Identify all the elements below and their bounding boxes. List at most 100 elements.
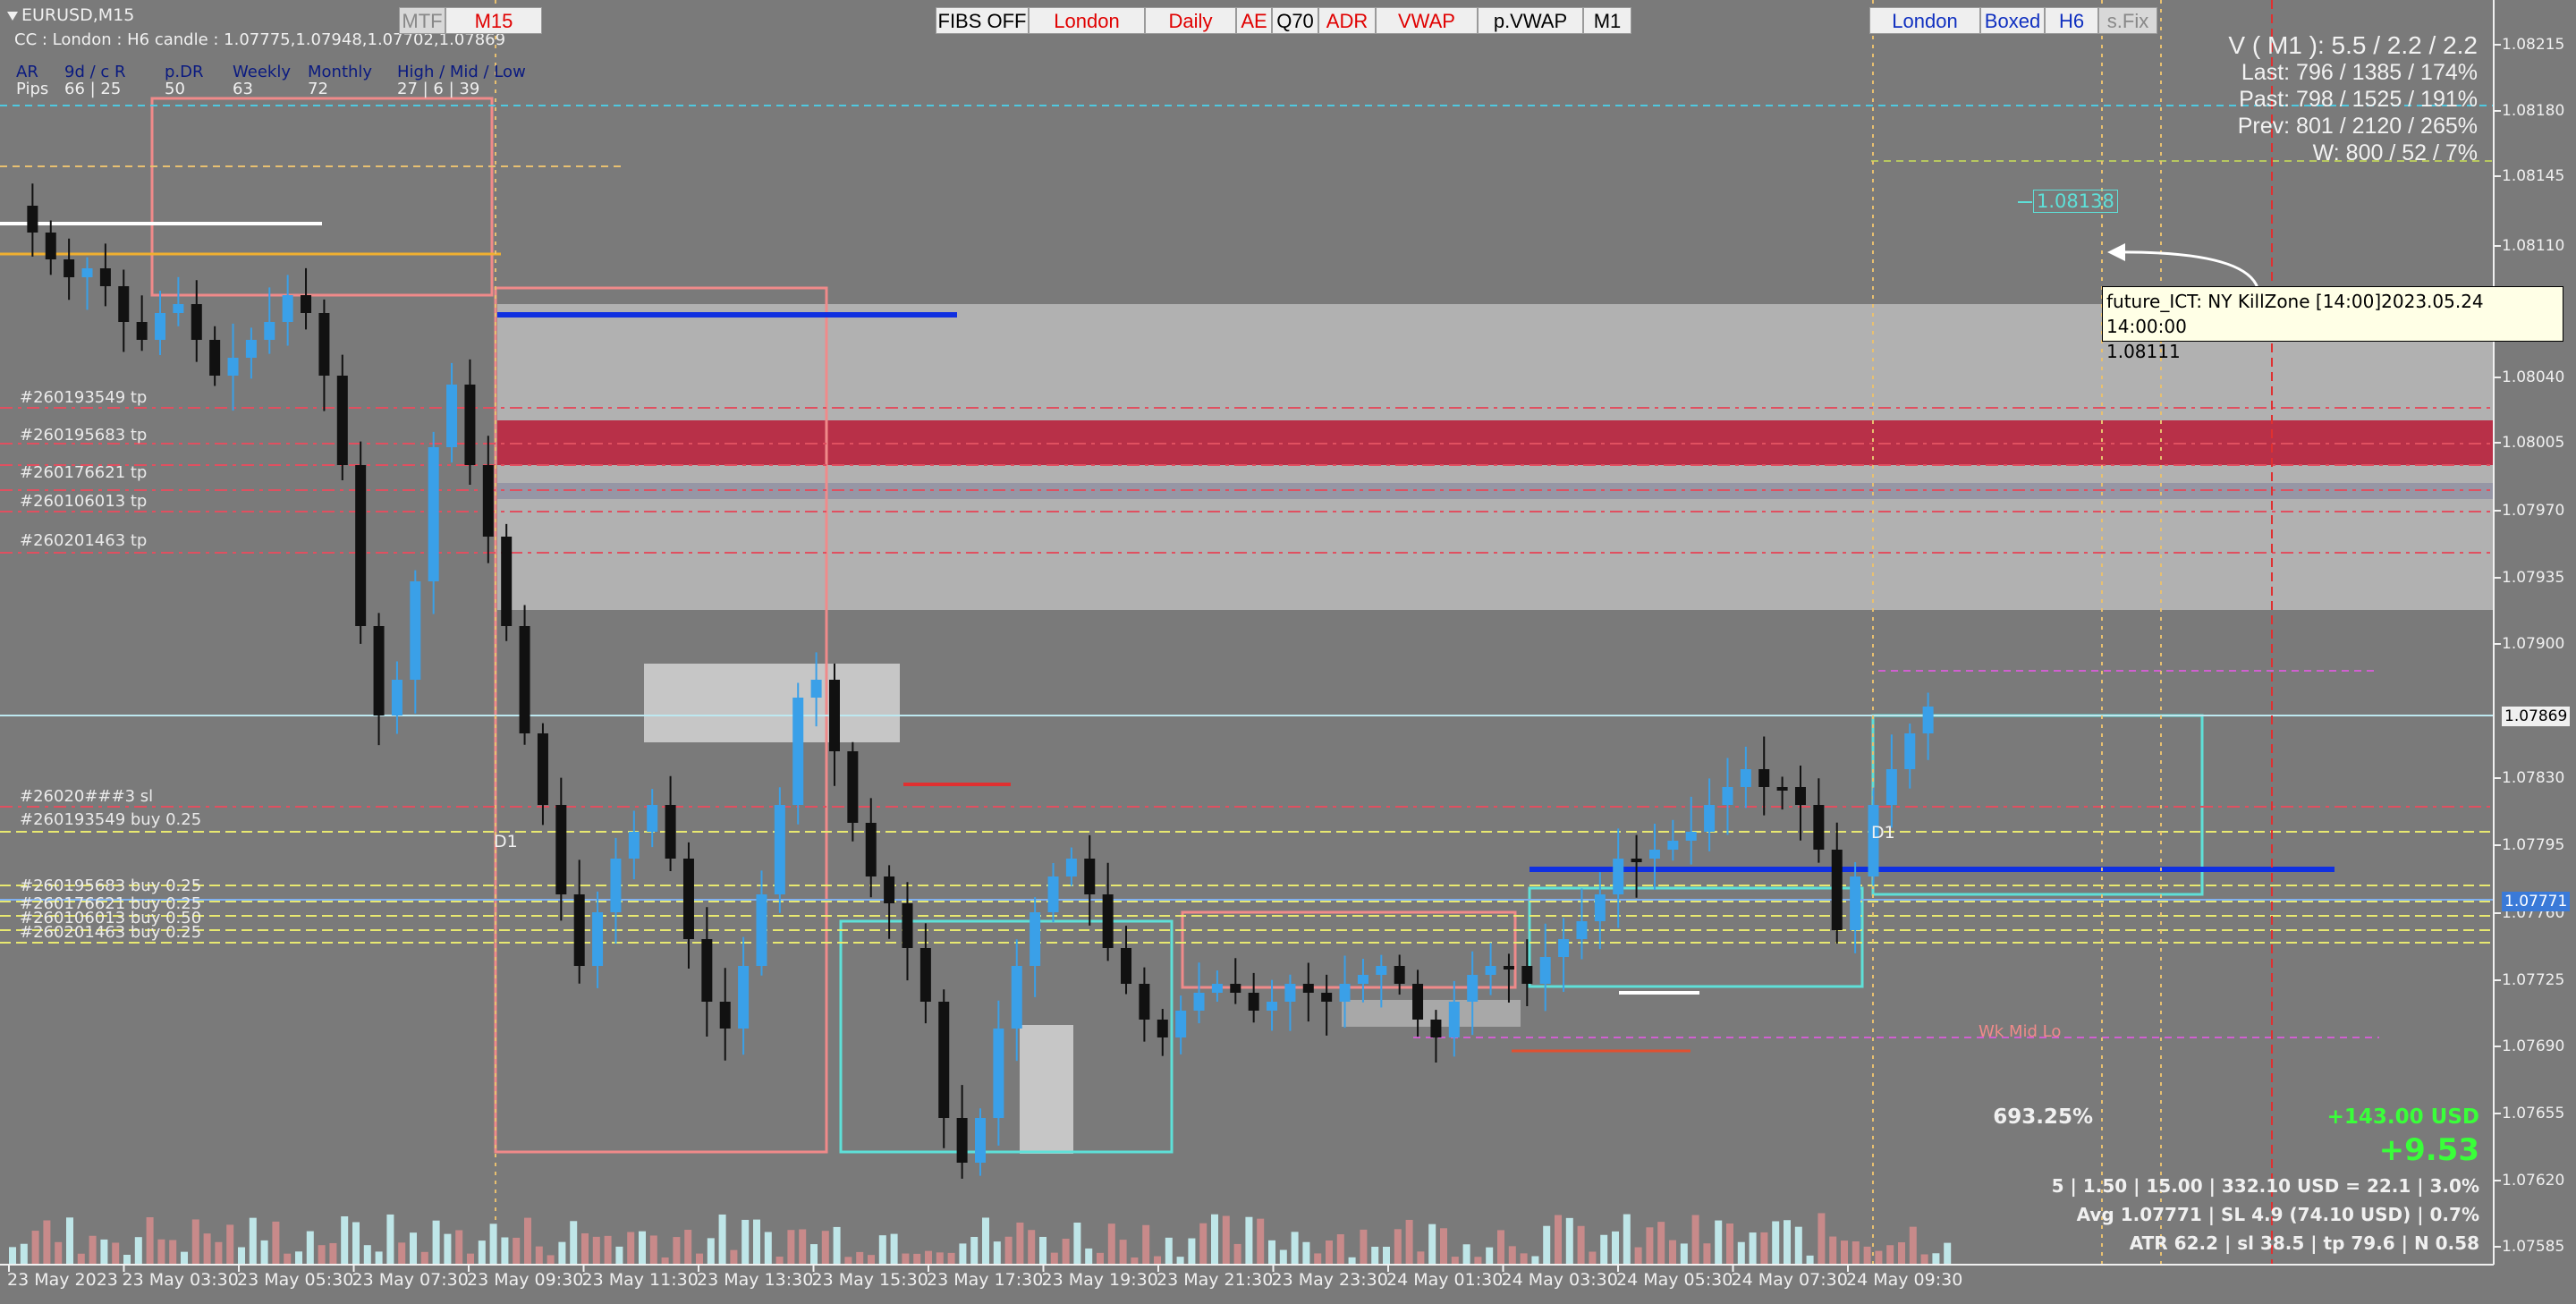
candle-body: [847, 751, 859, 823]
volume-bar: [1142, 1224, 1150, 1265]
time-tick-16: 24 May 09:30: [1846, 1270, 1963, 1290]
time-tick-10: 23 May 21:30: [1157, 1270, 1274, 1290]
candle-body: [45, 233, 56, 259]
vol-line-2: Past: 798 / 1525 / 191%: [2239, 87, 2478, 112]
volume-bar: [1852, 1240, 1860, 1265]
volume-bar: [410, 1232, 417, 1265]
candle-body: [1302, 984, 1314, 993]
volume-bar: [1394, 1229, 1402, 1265]
candle-body: [227, 358, 239, 376]
wk-mid-lo-label: Wk Mid Lo: [1979, 1022, 2062, 1041]
candle-body: [1758, 769, 1770, 787]
volume-bar: [1726, 1223, 1733, 1265]
candle-body: [301, 295, 312, 313]
volume-bar: [1589, 1251, 1597, 1265]
volume-bar: [856, 1251, 864, 1265]
toolbar-button-daily[interactable]: Daily: [1145, 7, 1236, 34]
candle-body: [573, 894, 585, 966]
candle-body: [1193, 993, 1205, 1011]
candle-body: [282, 295, 293, 322]
volume-bar: [1703, 1243, 1711, 1265]
volume-bar: [513, 1237, 521, 1265]
order-tag-4: #260201463 tp: [20, 531, 148, 550]
candle-body: [373, 626, 385, 716]
price-marker-label: 1.08138: [2033, 190, 2118, 213]
toolbar-button-london[interactable]: London: [1029, 7, 1145, 34]
candle-body: [1448, 1002, 1460, 1037]
volume-bar: [1257, 1218, 1265, 1265]
candle-body: [1157, 1020, 1168, 1037]
candle-body: [610, 859, 622, 912]
volume-bar: [249, 1217, 257, 1265]
price-tick-7: 1.07935: [2502, 569, 2565, 587]
volume-bar: [89, 1235, 97, 1265]
candle-body: [410, 581, 421, 680]
candle-body: [1631, 859, 1642, 862]
zone-gray-small: [644, 664, 900, 742]
toolbar-button-mtf[interactable]: MTF: [399, 7, 445, 34]
volume-bar: [9, 1247, 16, 1265]
volume-bar: [684, 1230, 692, 1265]
volume-bar: [260, 1240, 268, 1265]
candle-body: [118, 286, 130, 322]
stat-profit-usd: +143.00 USD: [2326, 1105, 2479, 1129]
volume-bar: [169, 1240, 177, 1265]
salmon-box-large: [494, 286, 828, 1154]
price-tick-6: 1.07970: [2502, 502, 2565, 520]
candle-body: [1576, 921, 1588, 939]
candle-body: [1102, 894, 1114, 948]
volume-bar: [639, 1231, 646, 1265]
volume-bar: [1920, 1254, 1928, 1265]
toolbar-button-p-vwap[interactable]: p.VWAP: [1478, 7, 1583, 34]
volume-bar: [741, 1219, 750, 1265]
toolbar-button-fibs-off[interactable]: FIBS OFF: [936, 7, 1029, 34]
toolbar-button-q70[interactable]: Q70: [1272, 7, 1318, 34]
candle-body: [1030, 912, 1041, 966]
volume-bar: [1233, 1243, 1241, 1265]
range-value-4: 72: [308, 80, 328, 98]
vol-line-4: W: 800 / 52 / 7%: [2312, 140, 2478, 165]
volume-bar: [1199, 1223, 1208, 1265]
tooltip-arrowhead: [2107, 243, 2125, 261]
toolbar-button-s-fix[interactable]: s.Fix: [2098, 7, 2157, 34]
volume-bar: [478, 1240, 486, 1265]
volume-bar: [181, 1251, 188, 1265]
volume-bar: [1841, 1240, 1848, 1265]
candle-body: [1394, 966, 1405, 984]
stat-profit-pips: +9.53: [2378, 1132, 2479, 1168]
volume-bar: [501, 1237, 509, 1265]
toolbar-button-m15[interactable]: M15: [445, 7, 542, 34]
candle-body: [555, 805, 567, 894]
candle-body: [264, 322, 275, 340]
candle-body: [938, 1002, 950, 1118]
range-value-3: 63: [233, 80, 253, 98]
candle-body: [428, 447, 439, 581]
order-tag-5: #26020###3 sl: [20, 787, 154, 806]
toolbar-button-london[interactable]: London: [1869, 7, 1980, 34]
toolbar-button-boxed[interactable]: Boxed: [1980, 7, 2045, 34]
volume-bar: [1314, 1253, 1322, 1265]
toolbar-button-h6[interactable]: H6: [2045, 7, 2098, 34]
volume-bar: [1279, 1249, 1287, 1265]
toolbar-button-vwap[interactable]: VWAP: [1376, 7, 1478, 34]
candle-body: [993, 1029, 1004, 1118]
volume-bar: [341, 1215, 349, 1265]
volume-bar: [191, 1219, 199, 1265]
volume-bar: [1784, 1220, 1791, 1265]
toolbar-button-m1[interactable]: M1: [1583, 7, 1631, 34]
volume-bar: [420, 1251, 428, 1265]
volume-bar: [386, 1214, 394, 1265]
toolbar-button-adr[interactable]: ADR: [1318, 7, 1376, 34]
price-tick-2: 1.08145: [2502, 167, 2565, 185]
stat-line1: 5 | 1.50 | 15.00 | 332.10 USD = 22.1 | 3…: [2051, 1175, 2479, 1197]
volume-bar: [547, 1255, 555, 1265]
candle-body: [1558, 939, 1570, 957]
candle-body: [464, 385, 476, 465]
candle-body: [501, 537, 513, 626]
toolbar-button-ae[interactable]: AE: [1236, 7, 1272, 34]
candle-body: [173, 304, 184, 313]
zone-gray-bottom: [1020, 1025, 1073, 1154]
current-price-label: 1.07869: [2502, 707, 2571, 726]
candle-body: [1139, 984, 1150, 1020]
